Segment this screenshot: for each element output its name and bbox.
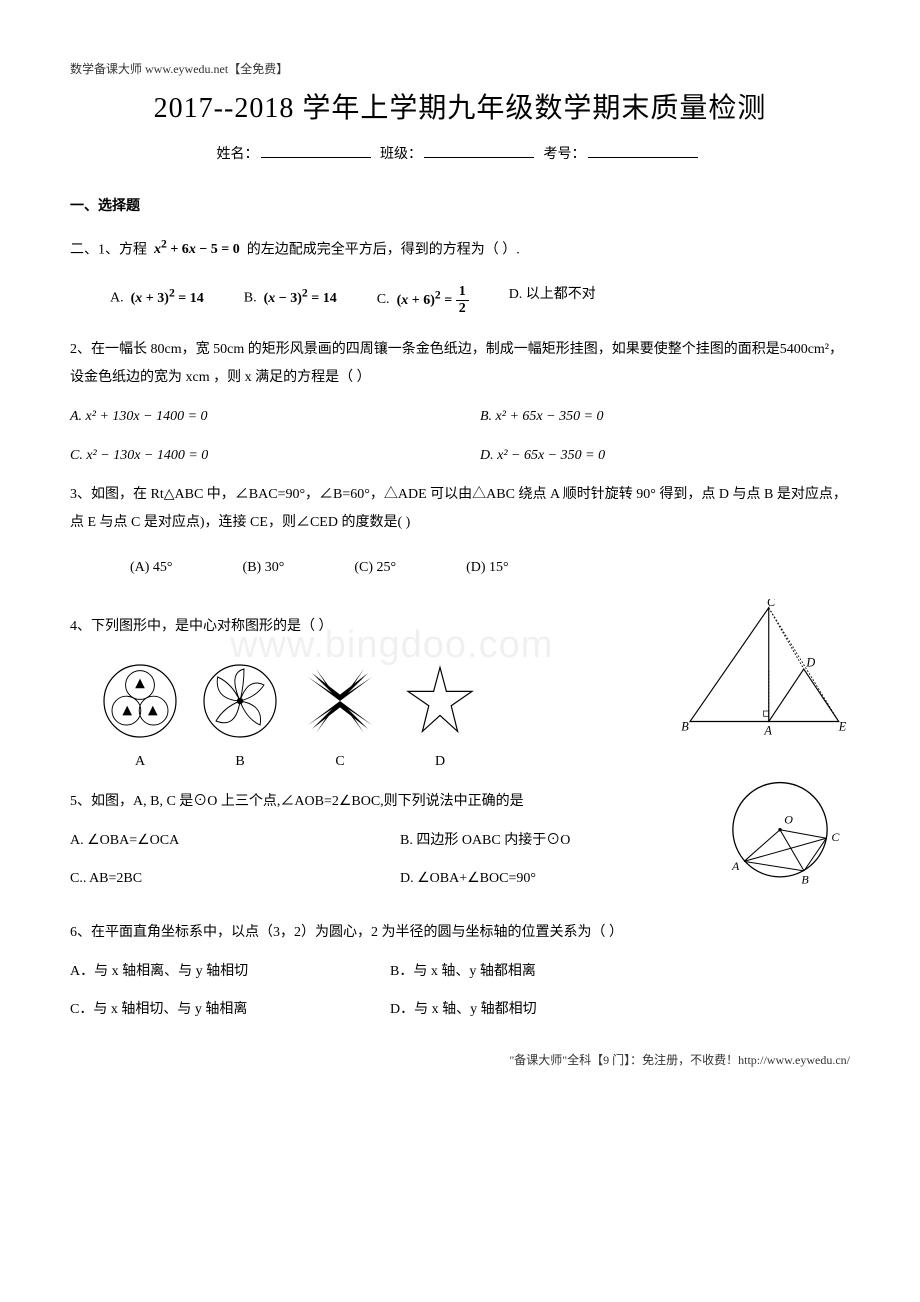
q5-d: D. ∠OBA+∠BOC=90° (400, 868, 690, 890)
svg-text:B: B (681, 720, 689, 734)
q3-d: (D) 15° (466, 557, 509, 579)
q4-label-c: C (300, 751, 380, 773)
q6-b: B．与 x 轴、y 轴都相离 (390, 961, 850, 983)
q2-c: C. x² − 130x − 1400 = 0 (70, 445, 440, 467)
q3-b: (B) 30° (243, 557, 285, 579)
q1-b: B. (x − 3)2 = 14 (244, 284, 337, 316)
svg-text:A: A (731, 859, 740, 873)
q6-d: D．与 x 轴、y 轴都相切 (390, 999, 850, 1021)
question-4: 4、下列图形中，是中心对称图形的是（ ） (70, 613, 640, 641)
question-3: 3、如图，在 Rt△ABC 中，∠BAC=90°，∠B=60°，△ADE 可以由… (70, 481, 850, 537)
q6-a: A．与 x 轴相离、与 y 轴相切 (70, 961, 350, 983)
q4-figure-d (400, 661, 480, 741)
q3-options: (A) 45° (B) 30° (C) 25° (D) 15° (70, 557, 850, 579)
q4-labels: A B C D (100, 751, 640, 773)
exam-title: 2017--2018 学年上学期九年级数学期末质量检测 (70, 87, 850, 132)
q1-c: C. (x + 6)2 = 12 (377, 284, 469, 316)
q5-c: C.. AB=2BC (70, 868, 360, 890)
footer-note: "备课大师"全科【9 门】：免注册，不收费！http://www.eywedu.… (70, 1051, 850, 1070)
q4-label-b: B (200, 751, 280, 773)
q5-options: A. ∠OBA=∠OCA B. 四边形 OABC 内接于⊙O C.. AB=2B… (70, 830, 690, 891)
svg-text:A: A (763, 724, 772, 738)
q4-figures (100, 661, 640, 741)
header-note: 数学备课大师 www.eywedu.net【全免费】 (70, 60, 850, 79)
q4-figure-b (200, 661, 280, 741)
svg-text:O: O (784, 812, 793, 826)
q3-diagram: B A E C D (670, 599, 850, 739)
q2-options: A. x² + 130x − 1400 = 0 B. x² + 65x − 35… (70, 406, 850, 467)
q4-label-d: D (400, 751, 480, 773)
class-label: 班级： (380, 147, 422, 162)
svg-text:D: D (805, 656, 815, 670)
svg-text:C: C (831, 830, 840, 844)
question-1: 二、1、方程 x2 + 6x − 5 = 0 的左边配成完全平方后，得到的方程为… (70, 233, 850, 265)
question-2: 2、在一幅长 80cm，宽 50cm 的矩形风景画的四周镶一条金色纸边，制成一幅… (70, 336, 850, 392)
q6-c: C．与 x 轴相切、与 y 轴相离 (70, 999, 350, 1021)
q4-label-a: A (100, 751, 180, 773)
q5-b: B. 四边形 OABC 内接于⊙O (400, 830, 690, 852)
q5-diagram: O A B C (710, 774, 850, 894)
q5-a: A. ∠OBA=∠OCA (70, 830, 360, 852)
q1-d: D. 以上都不对 (509, 284, 596, 316)
q1-suffix: 的左边配成完全平方后，得到的方程为（ ）. (247, 242, 520, 257)
q1-options: A. (x + 3)2 = 14 B. (x − 3)2 = 14 C. (x … (70, 284, 850, 316)
q2-b: B. x² + 65x − 350 = 0 (480, 406, 850, 428)
svg-text:E: E (838, 720, 847, 734)
q2-d: D. x² − 65x − 350 = 0 (480, 445, 850, 467)
q3-a: (A) 45° (130, 557, 173, 579)
q3-c: (C) 25° (354, 557, 396, 579)
svg-text:C: C (767, 599, 776, 609)
q4-figure-c (300, 661, 380, 741)
svg-text:B: B (801, 872, 809, 886)
question-5: 5、如图，A, B, C 是⊙O 上三个点,∠AOB=2∠BOC,则下列说法中正… (70, 788, 690, 816)
q2-a: A. x² + 130x − 1400 = 0 (70, 406, 440, 428)
student-info-line: 姓名： 班级： 考号： (70, 144, 850, 166)
q1-a: A. (x + 3)2 = 14 (110, 284, 204, 316)
q4-figure-a (100, 661, 180, 741)
q1-prefix: 二、1、方程 (70, 242, 147, 257)
question-6: 6、在平面直角坐标系中，以点（3，2）为圆心，2 为半径的圆与坐标轴的位置关系为… (70, 919, 850, 947)
examno-label: 考号： (544, 147, 586, 162)
name-label: 姓名： (217, 147, 259, 162)
q6-options: A．与 x 轴相离、与 y 轴相切 B．与 x 轴、y 轴都相离 C．与 x 轴… (70, 961, 850, 1022)
section-1-head: 一、选择题 (70, 196, 850, 218)
